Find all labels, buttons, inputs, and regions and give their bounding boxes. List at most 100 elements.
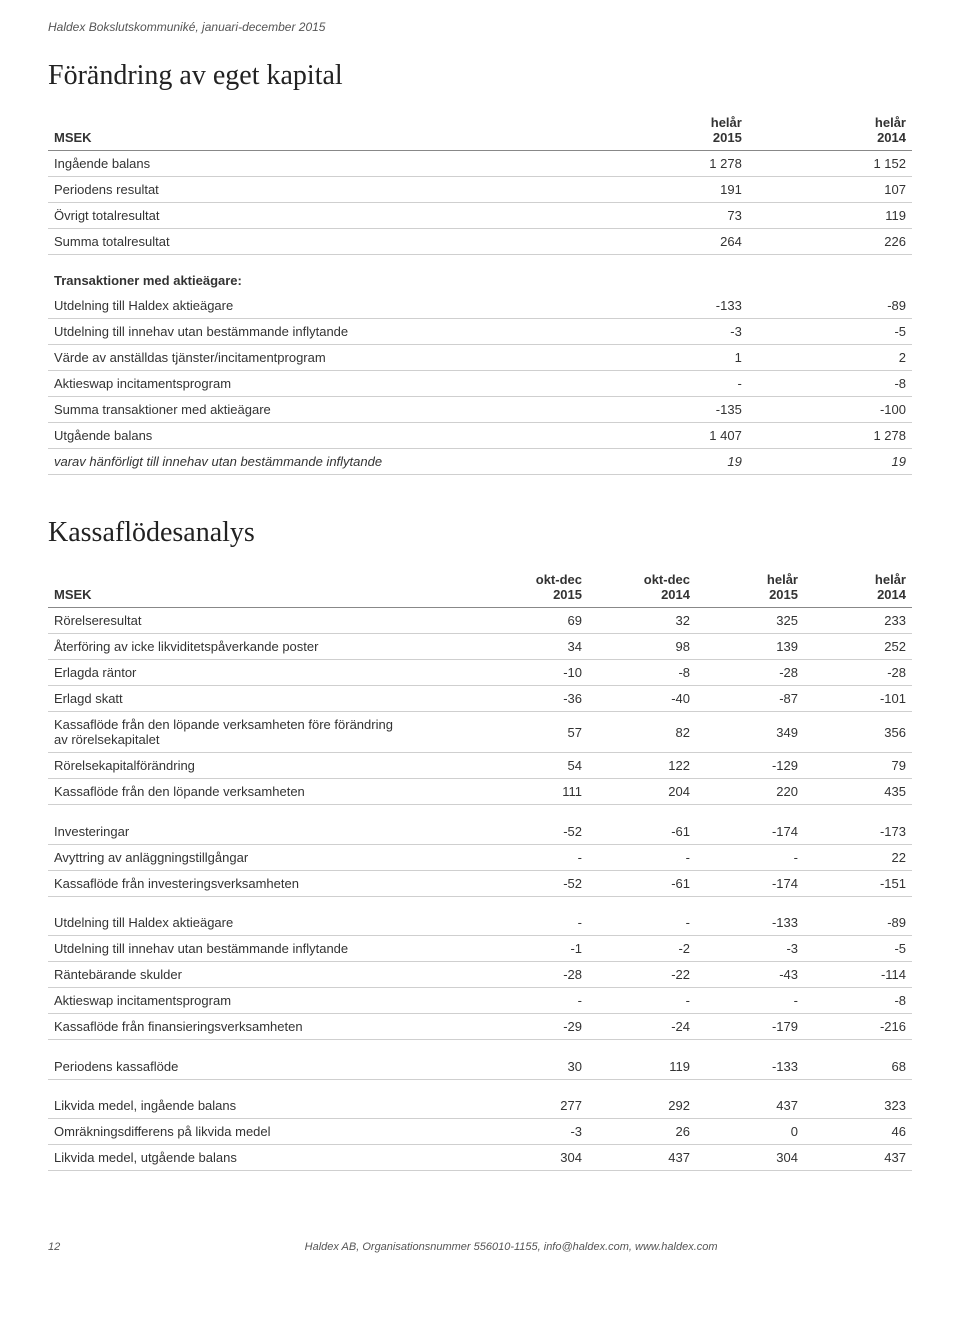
- cashflow-table: MSEK okt-dec2015 okt-dec2014 helår2015 h…: [48, 567, 912, 1171]
- row-label: Summa transaktioner med aktieägare: [48, 397, 584, 423]
- cell-value: 437: [696, 1093, 804, 1119]
- cell-value: -89: [804, 910, 912, 936]
- cell-value: -174: [696, 870, 804, 896]
- footer-text: Haldex AB, Organisationsnummer 556010-11…: [110, 1241, 912, 1253]
- cell-value: 82: [588, 712, 696, 753]
- cell-value: 69: [480, 608, 588, 634]
- table-row: Aktieswap incitamentsprogram----8: [48, 988, 912, 1014]
- col-header-top: helår: [875, 115, 906, 130]
- section-header-label: Transaktioner med aktieägare:: [48, 255, 912, 294]
- cell-value: 233: [804, 608, 912, 634]
- table-row: Kassaflöde från finansieringsverksamhete…: [48, 1014, 912, 1040]
- cell-value: 98: [588, 634, 696, 660]
- table-row: Utdelning till Haldex aktieägare-133-89: [48, 293, 912, 319]
- table-row: Erlagda räntor-10-8-28-28: [48, 660, 912, 686]
- cell-value: -3: [480, 1119, 588, 1145]
- cell-value: -89: [748, 293, 912, 319]
- cell-value: 325: [696, 608, 804, 634]
- table-row: Kassaflöde från den löpande verksamheten…: [48, 779, 912, 805]
- equity-change-table: MSEK helår 2015 helår 2014 Ingående bala…: [48, 110, 912, 475]
- cell-value: 1 152: [748, 151, 912, 177]
- col-header-top: helår: [711, 115, 742, 130]
- cell-value: 1 278: [748, 423, 912, 449]
- cell-value: -8: [748, 371, 912, 397]
- cell-value: -135: [584, 397, 748, 423]
- table-row: Kassaflöde från den löpande verksamheten…: [48, 712, 912, 753]
- cell-value: -114: [804, 962, 912, 988]
- table-row: Periodens kassaflöde30119-13368: [48, 1054, 912, 1080]
- cell-value: 26: [588, 1119, 696, 1145]
- col-header-top: helår: [875, 572, 906, 587]
- cell-value: 46: [804, 1119, 912, 1145]
- row-label: Utdelning till Haldex aktieägare: [48, 293, 584, 319]
- cell-value: 304: [696, 1145, 804, 1171]
- row-label: Likvida medel, utgående balans: [48, 1145, 480, 1171]
- cell-value: 264: [584, 229, 748, 255]
- spacer-row: [48, 896, 912, 910]
- row-label: Övrigt totalresultat: [48, 203, 584, 229]
- cell-value: 323: [804, 1093, 912, 1119]
- row-label: Ingående balans: [48, 151, 584, 177]
- table1-title: Förändring av eget kapital: [48, 60, 912, 92]
- row-label: Kassaflöde från finansieringsverksamhete…: [48, 1014, 480, 1040]
- cell-value: 54: [480, 753, 588, 779]
- cell-value: -133: [696, 910, 804, 936]
- col-header-sub: 2015: [486, 587, 582, 602]
- row-label: Avyttring av anläggningstillgångar: [48, 844, 480, 870]
- row-label: Rörelseresultat: [48, 608, 480, 634]
- cell-value: -5: [748, 319, 912, 345]
- row-label: Erlagd skatt: [48, 686, 480, 712]
- page-footer: 12 Haldex AB, Organisationsnummer 556010…: [48, 1241, 912, 1253]
- cell-value: -3: [584, 319, 748, 345]
- cell-value: -28: [804, 660, 912, 686]
- page-number: 12: [48, 1241, 60, 1253]
- col-header-top: okt-dec: [644, 572, 690, 587]
- table-row: Värde av anställdas tjänster/incitamentp…: [48, 345, 912, 371]
- table-row: Likvida medel, utgående balans3044373044…: [48, 1145, 912, 1171]
- table-row: Utdelning till Haldex aktieägare---133-8…: [48, 910, 912, 936]
- section-header-row: Transaktioner med aktieägare:: [48, 255, 912, 294]
- table-row: Utdelning till innehav utan bestämmande …: [48, 936, 912, 962]
- cell-value: -: [588, 910, 696, 936]
- table-row: Rörelsekapitalförändring54122-12979: [48, 753, 912, 779]
- table-row: Återföring av icke likviditetspåverkande…: [48, 634, 912, 660]
- cell-value: 1 407: [584, 423, 748, 449]
- cell-value: 2: [748, 345, 912, 371]
- col-header: okt-dec2015: [480, 567, 588, 608]
- row-label: Rörelsekapitalförändring: [48, 753, 480, 779]
- cell-value: -: [696, 988, 804, 1014]
- cell-value: -61: [588, 819, 696, 845]
- cell-value: 252: [804, 634, 912, 660]
- row-label: Kassaflöde från investeringsverksamheten: [48, 870, 480, 896]
- row-label: Summa totalresultat: [48, 229, 584, 255]
- cell-value: -43: [696, 962, 804, 988]
- cell-value: 356: [804, 712, 912, 753]
- cell-value: -36: [480, 686, 588, 712]
- unit-label: MSEK: [48, 110, 584, 151]
- table-row: Utgående balans1 4071 278: [48, 423, 912, 449]
- table-row: Utdelning till innehav utan bestämmande …: [48, 319, 912, 345]
- cell-value: 22: [804, 844, 912, 870]
- row-label: Utdelning till innehav utan bestämmande …: [48, 319, 584, 345]
- cell-value: 34: [480, 634, 588, 660]
- cell-value: -52: [480, 819, 588, 845]
- cell-value: 32: [588, 608, 696, 634]
- cell-value: -179: [696, 1014, 804, 1040]
- cell-value: -8: [588, 660, 696, 686]
- cell-value: 1 278: [584, 151, 748, 177]
- cell-value: -2: [588, 936, 696, 962]
- cell-value: -173: [804, 819, 912, 845]
- cell-value: -61: [588, 870, 696, 896]
- cell-value: -151: [804, 870, 912, 896]
- table-row: Omräkningsdifferens på likvida medel-326…: [48, 1119, 912, 1145]
- cell-value: 73: [584, 203, 748, 229]
- col-header-sub: 2015: [702, 587, 798, 602]
- cell-value: -: [588, 988, 696, 1014]
- table-row: Summa totalresultat264226: [48, 229, 912, 255]
- cell-value: 111: [480, 779, 588, 805]
- table2-title: Kassaflödesanalys: [48, 517, 912, 549]
- cell-value: 292: [588, 1093, 696, 1119]
- cell-value: 349: [696, 712, 804, 753]
- col-header: helår 2014: [748, 110, 912, 151]
- spacer-row: [48, 805, 912, 819]
